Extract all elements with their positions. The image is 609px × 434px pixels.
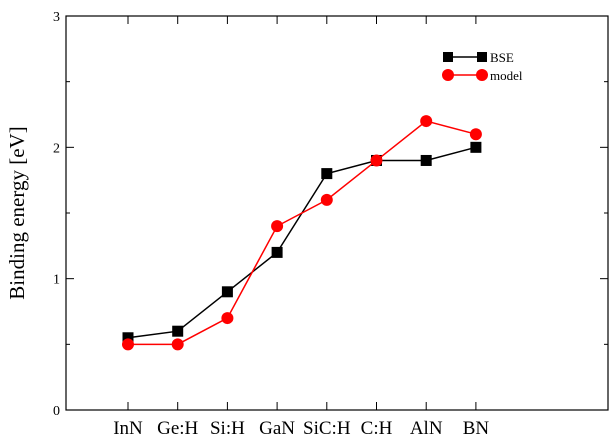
x-tick-label: InN [113, 418, 143, 434]
x-tick-label: Si:H [210, 418, 245, 434]
point-BSE [221, 286, 233, 298]
legend-marker-model [476, 69, 488, 81]
x-tick-labels: InN Ge:H Si:H GaN SiC:H C:H AlN BN [113, 418, 489, 434]
point-model [370, 154, 383, 167]
point-BSE [172, 325, 184, 337]
point-model [221, 312, 234, 325]
legend-label-BSE: BSE [490, 50, 514, 65]
y-tick-label: 2 [53, 141, 60, 156]
point-BSE [122, 332, 134, 344]
series-group [122, 115, 482, 351]
x-tick-label: C:H [361, 418, 393, 434]
point-model [271, 220, 284, 233]
legend-marker-BSE [477, 52, 487, 62]
point-model [420, 115, 433, 128]
y-tick-label: 1 [53, 273, 60, 288]
point-BSE [470, 141, 482, 153]
ticks [66, 15, 608, 411]
legend-label-model: model [490, 68, 523, 83]
x-tick-label: AlN [410, 418, 443, 434]
point-model [171, 338, 184, 351]
series-line-model [128, 120, 477, 346]
y-tick-label: 3 [53, 10, 60, 25]
point-model [320, 193, 333, 206]
series-line-BSE [127, 146, 477, 339]
y-tick-label: 0 [53, 404, 60, 419]
point-model [122, 338, 134, 351]
point-model [469, 128, 482, 141]
x-tick-label: GaN [259, 418, 295, 434]
y-tick-labels: 0 1 2 3 [53, 10, 60, 419]
point-BSE [321, 168, 333, 180]
x-tick-label: Ge:H [157, 418, 198, 434]
point-BSE [271, 246, 283, 258]
legend-marker-model [442, 69, 454, 81]
plot-frame [65, 15, 609, 411]
x-tick-label: SiC:H [303, 418, 351, 434]
x-tick-label: BN [463, 418, 490, 434]
legend: BSE model [442, 50, 523, 83]
axes [65, 15, 609, 411]
y-axis-title: Binding energy [eV] [5, 126, 29, 299]
point-BSE [420, 154, 432, 166]
legend-marker-BSE [443, 52, 453, 62]
